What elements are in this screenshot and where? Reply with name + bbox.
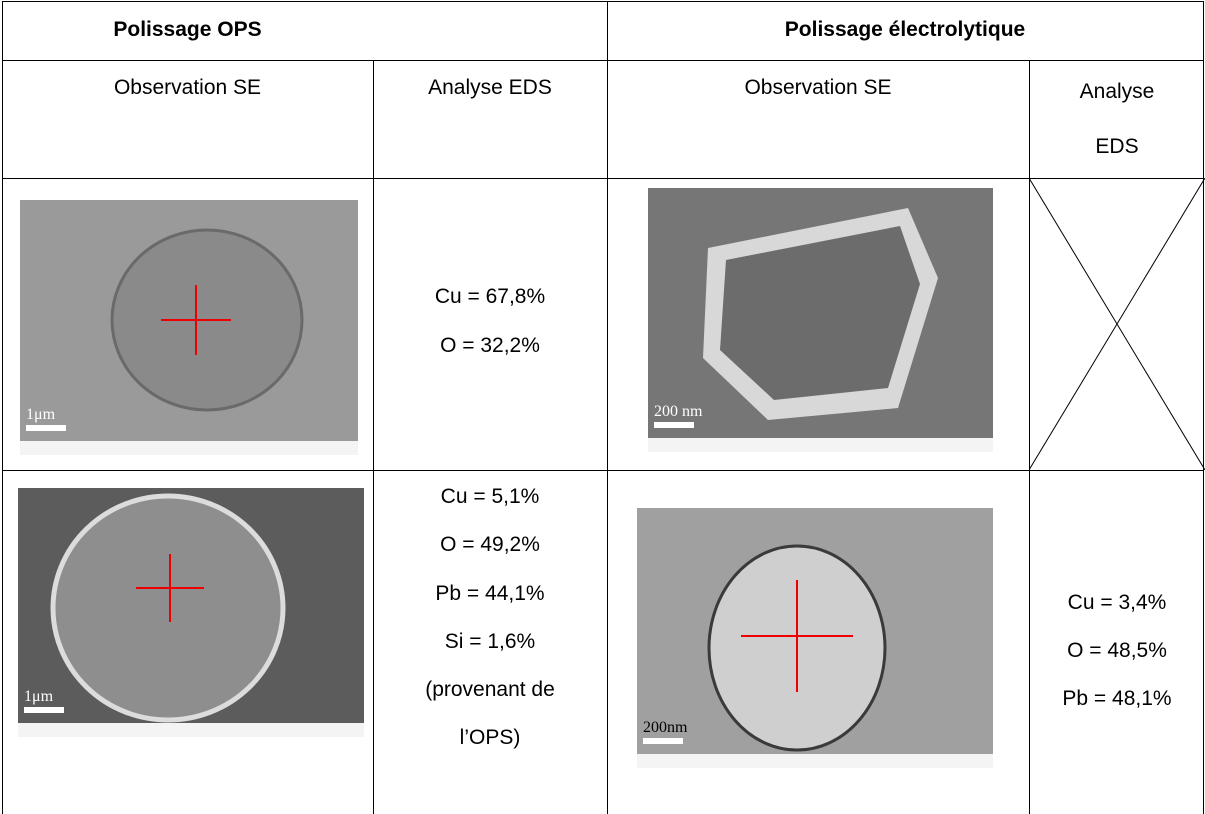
border [2,470,1203,471]
info-bar [20,441,358,455]
subheader: Analyse EDS [1029,64,1205,174]
particle [50,493,286,723]
border [373,60,374,814]
border [607,1,608,814]
sem-image: 1μm [20,200,358,455]
text-line: (provenant de [425,678,555,702]
scale-bar [654,422,694,428]
text-line: l’OPS) [459,726,521,750]
eds-result: Cu = 5,1% O = 49,2% Pb = 44,1% Si = 1,6% (pr… [373,473,607,763]
text-line: Pb = 48,1% [1062,687,1172,710]
text-line: Observation SE [744,76,892,99]
scale-bar [24,707,64,713]
scale-label: 200 nm [654,403,703,420]
subheader: Observation SE [607,64,1029,112]
border [1203,1,1204,814]
text-line: O = 48,5% [1067,639,1167,662]
text-line: Cu = 67,8% [434,285,546,308]
text-line: Observation SE [113,76,262,99]
header-text: Polissage OPS [113,18,262,41]
sem-image: 200nm [637,508,993,768]
sem-image: 1μm [18,488,364,737]
border [2,1,3,814]
border [1029,60,1030,814]
scale-bar [26,425,66,431]
text-line: Cu = 3,4% [1067,591,1167,614]
eds-result: Cu = 3,4% O = 48,5% Pb = 48,1% [1029,579,1205,723]
text-line: EDS [1095,135,1139,158]
scale-label: 1μm [26,406,56,423]
text-line: Analyse [1079,80,1155,103]
info-bar [637,754,993,768]
border [2,1,1203,2]
sem-image: 200 nm [648,188,993,452]
border [2,178,1203,179]
info-bar [18,723,364,737]
cavity [720,226,920,400]
eds-result: Cu = 67,8% O = 32,2% [373,272,607,370]
text-line: Analyse EDS [428,76,552,99]
header-text: Polissage électrolytique [784,18,1026,41]
subheader: Analyse EDS [373,64,607,112]
scale-bar [643,738,683,744]
text-line: O = 49,2% [440,533,540,557]
info-bar [648,438,993,452]
scale-label: 1μm [24,688,54,705]
text-line: Cu = 5,1% [440,485,540,508]
text-line: Pb = 44,1% [435,581,545,605]
header: Polissage électrolytique [607,0,1203,60]
text-line: O = 32,2% [440,334,540,357]
subheader: Observation SE [2,64,373,112]
scale-label: 200nm [643,719,688,736]
border [2,60,1203,61]
text-line: Si = 1,6% [444,629,536,653]
header: Polissage OPS [2,0,373,60]
empty-cell-cross [1029,178,1205,470]
